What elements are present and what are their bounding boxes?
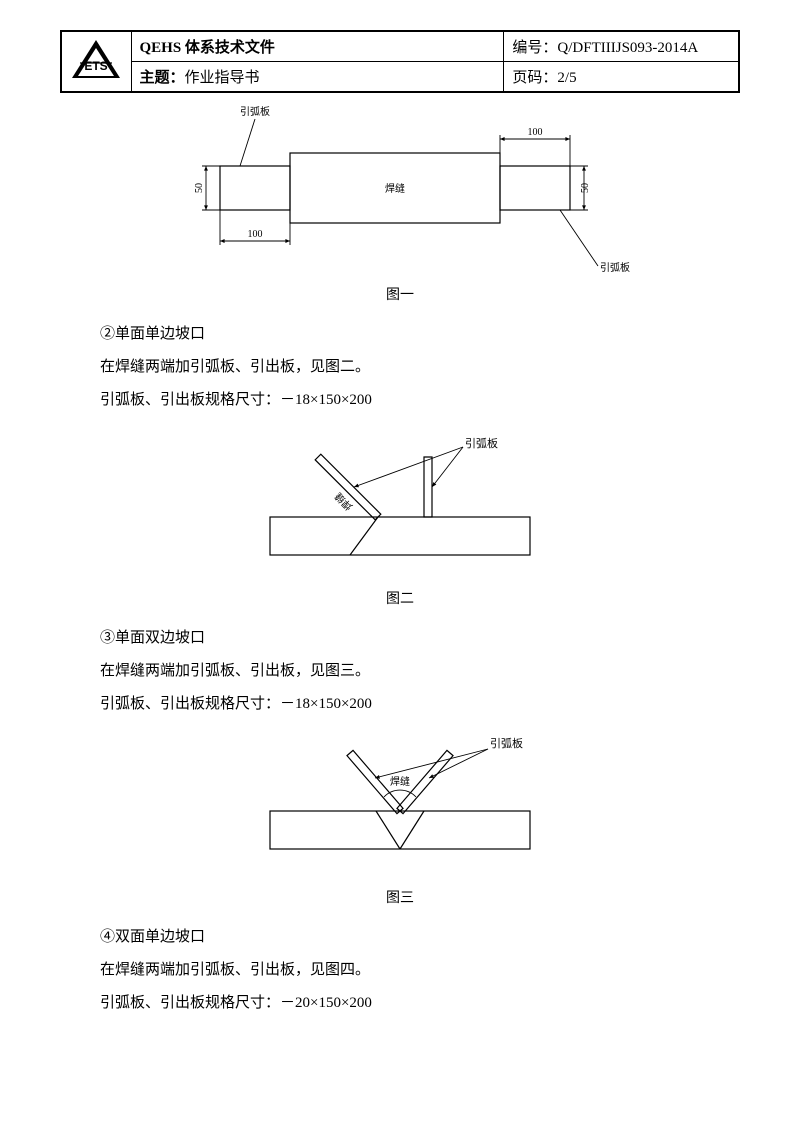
subject-label: 主题： bbox=[140, 70, 185, 86]
code-value: Q/DFTIIIJS093-2014A bbox=[557, 40, 698, 56]
figure-2: 引弧板焊缝 图二 bbox=[60, 427, 740, 608]
section-2-line2: 引弧板、引出板规格尺寸：－18×150×200 bbox=[100, 384, 740, 417]
section-4-title: ④双面单边坡口 bbox=[100, 921, 740, 954]
svg-text:50: 50 bbox=[580, 183, 591, 193]
section-3-line2: 引弧板、引出板规格尺寸：－18×150×200 bbox=[100, 688, 740, 721]
svg-text:引弧板: 引弧板 bbox=[465, 436, 498, 450]
subject-value: 作业指导书 bbox=[185, 70, 260, 86]
svg-text:引弧板: 引弧板 bbox=[240, 105, 270, 118]
figure-3-caption: 图三 bbox=[60, 887, 740, 907]
page: ETS QEHS 体系技术文件 编号：Q/DFTIIIJS093-2014A 主… bbox=[0, 0, 800, 1070]
figure-1-svg: 5050100100焊缝引弧板引弧板 bbox=[120, 103, 680, 273]
section-3: ③单面双边坡口 在焊缝两端加引弧板、引出板，见图三。 引弧板、引出板规格尺寸：－… bbox=[100, 622, 740, 721]
section-2-title: ②单面单边坡口 bbox=[100, 318, 740, 351]
logo-cell: ETS bbox=[61, 31, 131, 92]
code-cell: 编号：Q/DFTIIIJS093-2014A bbox=[504, 31, 739, 62]
page-label: 页码： bbox=[512, 70, 557, 86]
section-2-line1: 在焊缝两端加引弧板、引出板，见图二。 bbox=[100, 351, 740, 384]
svg-text:引弧板: 引弧板 bbox=[490, 736, 523, 750]
section-4: ④双面单边坡口 在焊缝两端加引弧板、引出板，见图四。 引弧板、引出板规格尺寸：－… bbox=[100, 921, 740, 1020]
svg-text:100: 100 bbox=[248, 229, 263, 240]
section-4-line2: 引弧板、引出板规格尺寸：－20×150×200 bbox=[100, 987, 740, 1020]
triangle-logo-icon: ETS bbox=[70, 38, 122, 80]
figure-3-svg: 焊缝 引弧板 bbox=[230, 731, 570, 876]
doc-type-cell: QEHS 体系技术文件 bbox=[131, 31, 504, 62]
section-3-title: ③单面双边坡口 bbox=[100, 622, 740, 655]
svg-text:100: 100 bbox=[528, 127, 543, 138]
figure-3: 焊缝 引弧板 图三 bbox=[60, 731, 740, 907]
figure-2-svg: 引弧板焊缝 bbox=[230, 427, 570, 577]
doc-type: QEHS 体系技术文件 bbox=[140, 40, 275, 56]
section-2: ②单面单边坡口 在焊缝两端加引弧板、引出板，见图二。 引弧板、引出板规格尺寸：－… bbox=[100, 318, 740, 417]
figure-1-caption: 图一 bbox=[60, 284, 740, 304]
figure-1: 5050100100焊缝引弧板引弧板 图一 bbox=[60, 103, 740, 304]
svg-text:50: 50 bbox=[194, 183, 205, 193]
svg-text:焊缝: 焊缝 bbox=[385, 182, 405, 195]
section-4-line1: 在焊缝两端加引弧板、引出板，见图四。 bbox=[100, 954, 740, 987]
svg-text:引弧板: 引弧板 bbox=[600, 261, 630, 273]
subject-cell: 主题：作业指导书 bbox=[131, 62, 504, 93]
svg-text:ETS: ETS bbox=[85, 59, 108, 73]
section-3-line1: 在焊缝两端加引弧板、引出板，见图三。 bbox=[100, 655, 740, 688]
page-value: 2/5 bbox=[557, 70, 576, 86]
header-table: ETS QEHS 体系技术文件 编号：Q/DFTIIIJS093-2014A 主… bbox=[60, 30, 740, 93]
figure-2-caption: 图二 bbox=[60, 588, 740, 608]
code-label: 编号： bbox=[512, 40, 557, 56]
svg-text:焊缝: 焊缝 bbox=[332, 490, 355, 513]
page-cell: 页码：2/5 bbox=[504, 62, 739, 93]
svg-text:焊缝: 焊缝 bbox=[390, 775, 410, 788]
